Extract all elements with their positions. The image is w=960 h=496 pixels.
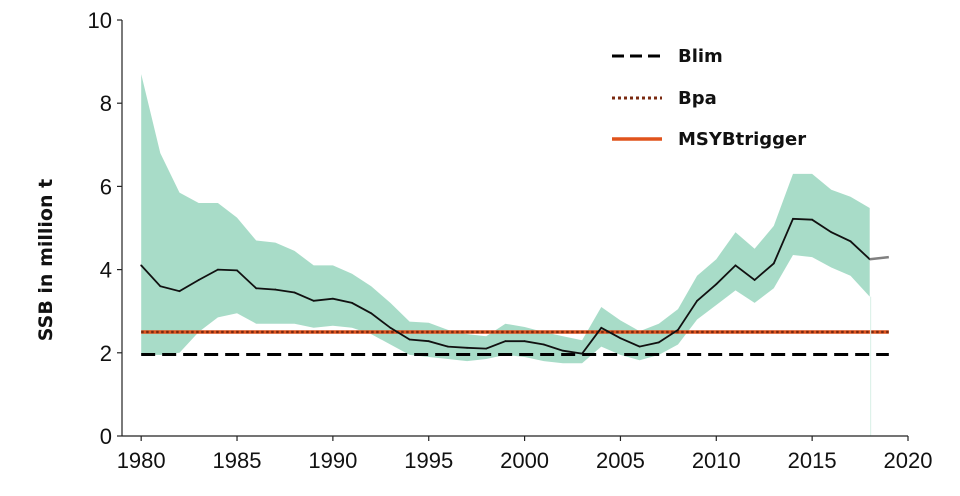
ssb-point [830, 231, 833, 234]
ssb-point [542, 343, 545, 346]
x-tick-label: 2010 [692, 448, 741, 473]
y-axis-label: SSB in million t [35, 179, 57, 341]
y-tick-label: 0 [100, 424, 112, 449]
y-tick-label: 8 [100, 91, 112, 116]
x-tick-label: 2015 [788, 448, 837, 473]
x-tick-label: 2005 [596, 448, 645, 473]
ssb-point [600, 326, 603, 329]
ssb-point [715, 283, 718, 286]
y-tick-label: 2 [100, 341, 112, 366]
legend-msy-btrigger-label: MSYBtrigger [678, 129, 806, 150]
ssb-point [255, 287, 258, 290]
ssb-point [159, 285, 162, 288]
ssb-point [792, 217, 794, 220]
legend-bpa-label: Bpa [678, 88, 717, 109]
ssb-point [140, 264, 143, 267]
ssb-point [293, 291, 296, 294]
ssb-point [197, 279, 200, 281]
ssb-point [619, 337, 622, 340]
ssb-point [466, 346, 468, 349]
legend-blim-label: Blim [678, 46, 723, 67]
ssb-point [178, 290, 181, 293]
ssb-point [351, 301, 353, 304]
ssb-point [562, 349, 564, 352]
ssb-point [312, 299, 315, 302]
ssb-point [331, 297, 334, 300]
ssb-point [447, 345, 449, 348]
confidence-band [141, 74, 870, 364]
ssb-point [274, 288, 277, 291]
ssb-point [504, 340, 507, 343]
y-tick-label: 6 [100, 174, 112, 199]
ssb-point [485, 347, 488, 350]
ssb-point [696, 299, 699, 302]
x-tick-label: 1985 [213, 448, 262, 473]
ssb-point [734, 264, 737, 267]
ssb-point [638, 345, 641, 348]
ssb-point [389, 326, 392, 329]
x-tick-label: 1990 [308, 448, 357, 473]
ssb-point [772, 262, 775, 265]
ssb-point [236, 269, 238, 272]
x-tick-label: 1995 [404, 448, 453, 473]
x-tick-label: 2000 [500, 448, 549, 473]
ssb-point [408, 338, 411, 341]
ssb-point [370, 312, 373, 315]
ssb-point [753, 279, 756, 281]
x-tick-label: 2020 [884, 448, 933, 473]
ssb-point [523, 340, 526, 343]
ssb-point [811, 218, 814, 221]
ssb-point [657, 341, 660, 344]
ssb-point [216, 268, 219, 271]
plot-area [140, 74, 889, 436]
legend: Blim Bpa MSYBtrigger [612, 46, 806, 150]
ssb-projection-line [869, 255, 889, 261]
ssb-point [849, 240, 852, 243]
ssb-point [677, 329, 679, 331]
ssb-point [581, 352, 583, 355]
y-tick-label: 4 [100, 258, 112, 283]
y-tick-label: 10 [88, 8, 112, 33]
x-tick-label: 1980 [117, 448, 166, 473]
ssb-point [427, 340, 430, 343]
axes: 0 2 4 6 8 10 1980 1985 1990 1995 2000 2005 2010 2015 2… [88, 8, 933, 473]
